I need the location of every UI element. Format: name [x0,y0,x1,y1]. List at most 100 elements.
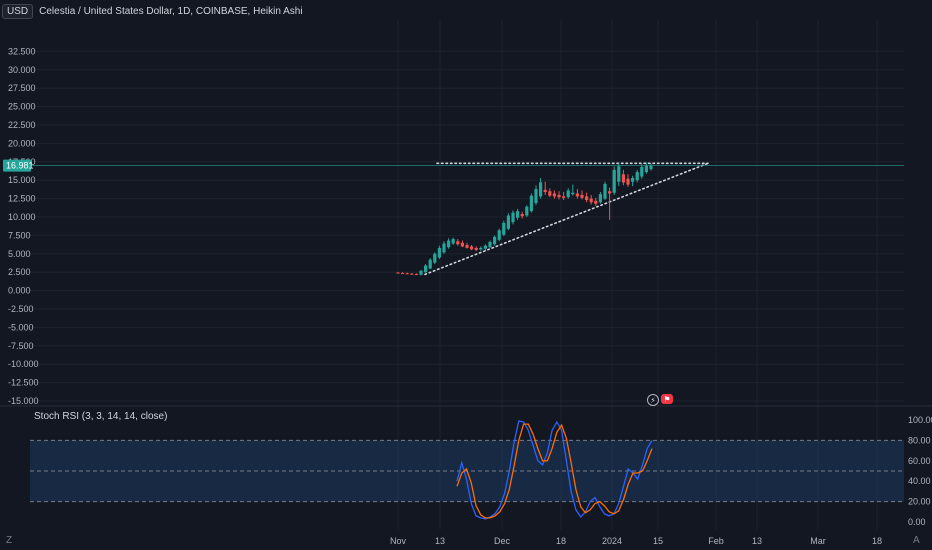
candle-body [534,189,538,204]
time-axis[interactable]: Nov 13 Dec 18 2024 15 Feb 13 Mar 18 [390,536,882,546]
rsi-tick-label: 0.00 [908,517,926,527]
rsi-tick-label: 100.00 [908,415,932,425]
candle-body [410,273,414,275]
candle-body [437,247,441,258]
price-badge: 16.981 [3,159,34,172]
price-tick-label: -2.500 [8,304,34,314]
candle-body [575,193,579,197]
candle-body [460,242,464,247]
candle-body [543,189,547,192]
candles [396,162,653,276]
candle-body [608,191,612,194]
candle-body [470,246,474,250]
earnings-flag-icon[interactable]: ⚑ [661,394,673,404]
candle-body [529,195,533,212]
candle-body [447,240,451,248]
candle-body [548,191,552,196]
candle-body [585,196,589,201]
candle-body [594,200,598,204]
candle-body [396,272,400,274]
current-price-label: 16.981 [6,161,34,171]
price-tick-label: 0.000 [8,286,31,296]
candle-body [612,169,616,193]
candle-body [474,247,478,251]
auto-scale-button[interactable]: A [913,535,920,546]
candle-body [451,239,455,244]
price-tick-label: -7.500 [8,341,34,351]
candle-body [562,196,566,198]
stoch-rsi-label[interactable]: Stoch RSI (3, 3, 14, 14, close) [34,411,168,422]
time-tick-label: 2024 [602,536,622,546]
stoch-rsi-k-line [456,420,653,520]
candle-body [442,243,446,253]
candle-body [571,192,575,195]
price-tick-label: 10.000 [8,212,36,222]
candle-body [511,212,515,223]
candle-body [419,270,423,275]
candle-body [414,274,418,276]
candle-body [566,190,570,198]
stoch-rsi-d-line [456,423,653,519]
time-tick-label: 15 [653,536,663,546]
price-tick-label: 30.000 [8,65,36,75]
candle-body [465,244,469,248]
candle-body [640,166,644,177]
candle-body [479,247,483,250]
candle-body [506,215,510,229]
candle-body [598,194,602,203]
candle-body [644,165,648,173]
candle-body [433,253,437,263]
currency-selector[interactable]: USD [2,3,34,19]
candle-body [502,222,506,235]
candle-body [401,272,405,274]
chart-title: Celestia / United States Dollar, 1D, COI… [39,5,303,17]
price-tick-label: -5.000 [8,322,34,332]
rsi-tick-label: 60.00 [908,456,931,466]
price-tick-label: 27.500 [8,83,36,93]
candle-body [539,182,543,197]
candle-body [405,273,409,275]
time-tick-label: 18 [872,536,882,546]
rsi-axis[interactable]: 100.00 80.00 60.00 40.00 20.00 0.00 [908,415,932,527]
candle-body [626,178,630,185]
rsi-tick-label: 20.00 [908,497,931,507]
candle-body [649,165,653,170]
price-tick-label: 5.000 [8,249,31,259]
candle-body [424,265,428,273]
time-tick-label: Mar [810,536,826,546]
rsi-tick-label: 40.00 [908,476,931,486]
time-tick-label: 13 [435,536,445,546]
time-tick-label: 18 [556,536,566,546]
price-tick-label: 15.000 [8,175,36,185]
candle-body [552,193,556,197]
price-tick-label: 20.000 [8,138,36,148]
candle-body [603,183,607,199]
candle-body [635,172,639,181]
price-badge-bg [3,159,31,172]
lightning-icon[interactable]: ⚡ [647,394,659,406]
time-tick-label: Nov [390,536,407,546]
candle-body [589,198,593,203]
time-tick-label: Feb [708,536,724,546]
time-tick-label: Dec [494,536,511,546]
candle-body [621,174,625,183]
price-tick-label: -10.000 [8,359,39,369]
price-tick-label: 32.500 [8,46,36,56]
candle-body [525,206,529,216]
stoch-rsi-lines [456,420,653,520]
candle-body [516,211,520,218]
candle-body [580,194,584,198]
timezone-icon[interactable]: Z [6,535,13,546]
trendlines[interactable] [424,162,709,276]
candle-body [483,245,487,249]
candle-body [428,259,432,269]
price-tick-label: -15.000 [8,396,39,406]
price-tick-label: -12.500 [8,378,39,388]
price-axis[interactable]: 32.50030.00027.50025.00022.50020.00017.5… [8,46,39,406]
time-tick-label: 13 [752,536,762,546]
chart-header: USD Celestia / United States Dollar, 1D,… [2,2,303,20]
candle-body [617,166,621,182]
price-tick-label: 2.500 [8,267,31,277]
candle-body [493,236,497,245]
